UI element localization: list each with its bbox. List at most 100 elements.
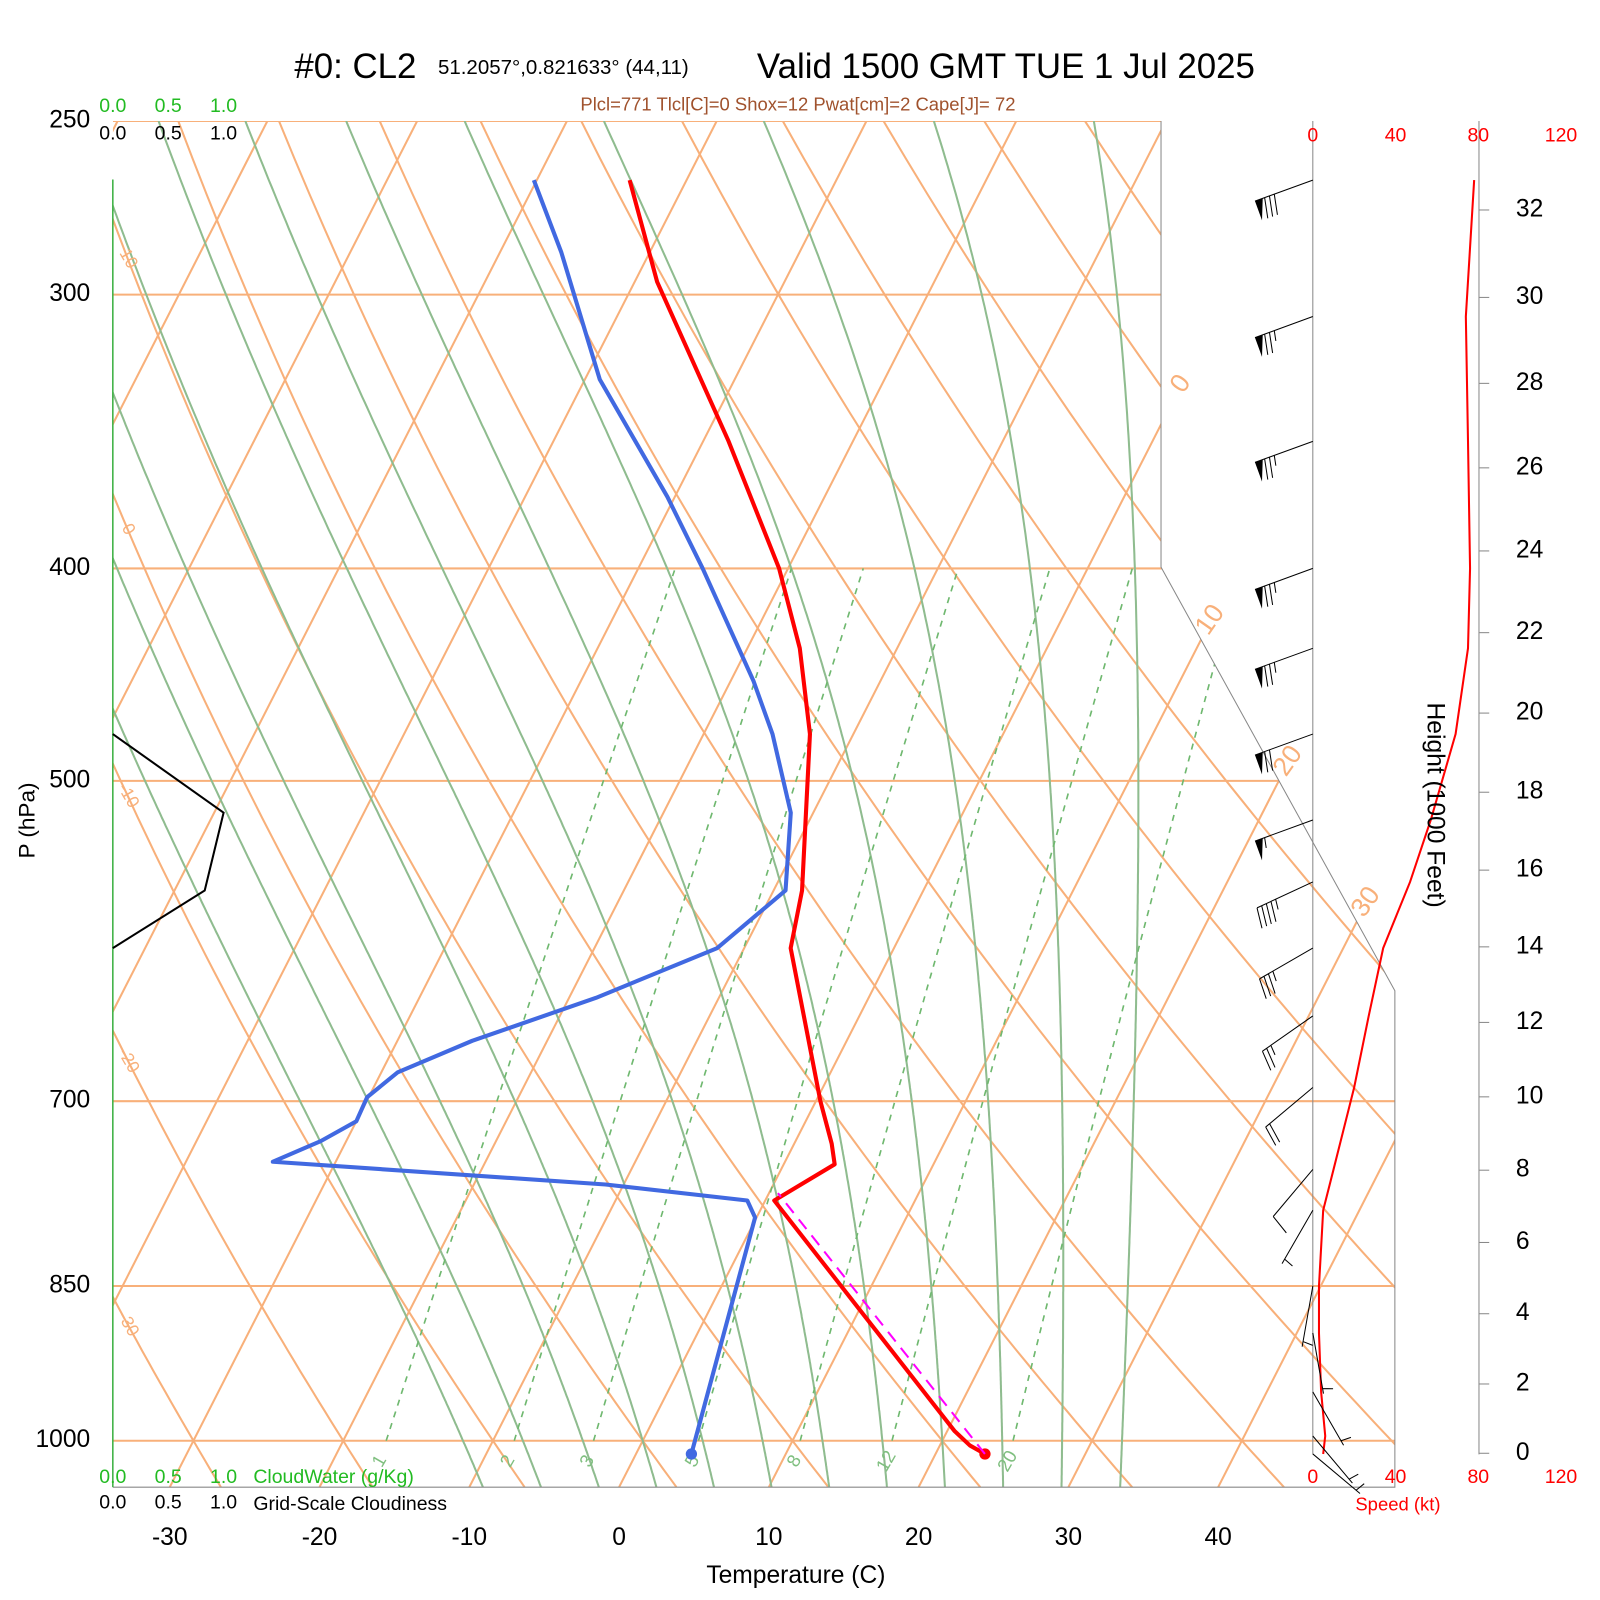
speed-tick-label: 40 xyxy=(1385,1466,1407,1488)
height-tick-label: 2 xyxy=(1516,1369,1530,1396)
cloudiness-line xyxy=(112,733,225,949)
height-tick-label: 28 xyxy=(1516,369,1543,396)
cloud-tick-label: 1.0 xyxy=(210,1492,237,1514)
barb-pennant xyxy=(1254,334,1263,357)
height-tick-label: 30 xyxy=(1516,283,1543,310)
barb-shaft xyxy=(1259,947,1314,999)
mixing-ratio-line xyxy=(799,568,1051,1441)
height-tick-label: 22 xyxy=(1516,618,1543,645)
height-tick-label: 18 xyxy=(1516,778,1543,805)
isotherm xyxy=(1067,121,1395,1488)
wind-barb xyxy=(1259,947,1314,999)
cloud-tick-label: 0.5 xyxy=(155,1492,182,1514)
dry-adiabat xyxy=(278,121,1133,1488)
wind-barb xyxy=(1254,440,1313,482)
cloudiness-title: Grid-Scale Cloudiness xyxy=(253,1493,447,1515)
y-tick-label: 700 xyxy=(49,1087,90,1114)
moist-adiabat xyxy=(345,121,831,1488)
speed-tick-label: 120 xyxy=(1545,1466,1578,1488)
speed-axis-title: Speed (kt) xyxy=(1355,1494,1440,1515)
dry-adiabat xyxy=(882,121,1395,1488)
barb-shaft xyxy=(1301,1285,1314,1347)
x-tick-label: -20 xyxy=(302,1524,338,1551)
profile-line xyxy=(270,179,793,1455)
isotherm xyxy=(168,121,868,1488)
moist-adiabat xyxy=(244,121,773,1488)
profile-line xyxy=(777,1192,986,1455)
barb-shaft xyxy=(1272,1169,1314,1234)
x-tick-label: 10 xyxy=(755,1524,782,1551)
barb-shaft xyxy=(1312,1391,1352,1446)
barb-pennant xyxy=(1254,586,1263,609)
moist-adiabat xyxy=(112,121,658,1488)
height-tick-label: 26 xyxy=(1516,453,1543,480)
height-tick-label: 4 xyxy=(1516,1299,1530,1326)
height-tick-label: 32 xyxy=(1516,195,1543,222)
barb-shaft xyxy=(1265,1087,1314,1146)
moist-adiabat xyxy=(762,121,1005,1488)
y-tick-label: 300 xyxy=(49,280,90,307)
valid-time: Valid 1500 GMT TUE 1 Jul 2025 xyxy=(757,47,1255,86)
wind-barb xyxy=(1281,1210,1314,1267)
mixing-ratio-line xyxy=(513,568,793,1441)
cloud-tick-label: 1.0 xyxy=(210,1466,237,1488)
dry-adiabat xyxy=(177,121,982,1488)
wind-barb xyxy=(1312,1435,1359,1484)
dry-adiabat xyxy=(112,121,222,1488)
location: 51.2057°,0.821633° (44,11) xyxy=(438,56,689,79)
y-tick-label: 400 xyxy=(49,554,90,581)
barb-shaft xyxy=(1312,1435,1359,1484)
barb-shaft xyxy=(1254,819,1313,849)
x-tick-label: 30 xyxy=(1055,1524,1082,1551)
moist-adiabat xyxy=(463,121,888,1488)
height-tick-label: 0 xyxy=(1516,1439,1530,1466)
wind-barb xyxy=(1254,567,1313,609)
speed-tick-label: 120 xyxy=(1545,125,1578,147)
wind-barb xyxy=(1261,1015,1314,1071)
cloud-tick-label: 0.0 xyxy=(99,1492,126,1514)
barb-pennant xyxy=(1254,459,1263,482)
isotherm xyxy=(1217,121,1395,1488)
speed-line xyxy=(1317,180,1476,1455)
cloudwater-title: CloudWater (g/Kg) xyxy=(253,1466,413,1488)
title: #0: CL2 xyxy=(294,47,416,86)
moist-adiabat xyxy=(112,121,600,1488)
plot-border xyxy=(112,121,1396,1488)
cloud-tick-label: 0.5 xyxy=(155,122,182,144)
y-tick-label: 850 xyxy=(49,1272,90,1299)
wind-barb xyxy=(1254,647,1313,689)
wind-barb xyxy=(1272,1169,1314,1234)
barb-pennant xyxy=(1254,198,1263,221)
height-tick-label: 24 xyxy=(1516,536,1543,563)
barb-shaft xyxy=(1312,1332,1334,1394)
barb-shaft xyxy=(1254,567,1313,607)
wind-barb xyxy=(1301,1285,1314,1347)
barb-shaft xyxy=(1261,1015,1314,1071)
wind-barb xyxy=(1254,819,1313,861)
isotherm xyxy=(112,121,419,1488)
barb-pennant xyxy=(1254,752,1263,775)
wind-barb xyxy=(1254,733,1313,775)
moist-adiabat xyxy=(112,121,484,1488)
barb-pennant xyxy=(1254,838,1263,861)
mixing-ratio-line xyxy=(592,568,865,1441)
barb-shaft xyxy=(1254,316,1313,355)
dry-adiabat xyxy=(112,121,374,1488)
isotherm xyxy=(468,121,1167,1488)
dry-adiabat xyxy=(781,121,1395,1488)
y-axis-title: P (hPa) xyxy=(15,782,40,858)
height-tick-label: 14 xyxy=(1516,932,1543,959)
height-tick-label: 10 xyxy=(1516,1082,1543,1109)
dry-adiabat xyxy=(112,121,678,1488)
mixing-ratio-line xyxy=(891,568,1134,1441)
x-tick-label: 40 xyxy=(1204,1524,1231,1551)
wind-barb xyxy=(1312,1391,1352,1446)
cloud-tick-label: 0.0 xyxy=(99,1466,126,1488)
wind-barb xyxy=(1256,881,1314,929)
indices: Plcl=771 Tlcl[C]=0 Shox=12 Pwat[cm]=2 Ca… xyxy=(580,94,1015,115)
wind-barb xyxy=(1312,1332,1334,1394)
speed-tick-label: 0 xyxy=(1307,125,1318,147)
moist-adiabat xyxy=(932,121,1065,1488)
height-tick-label: 6 xyxy=(1516,1228,1530,1255)
